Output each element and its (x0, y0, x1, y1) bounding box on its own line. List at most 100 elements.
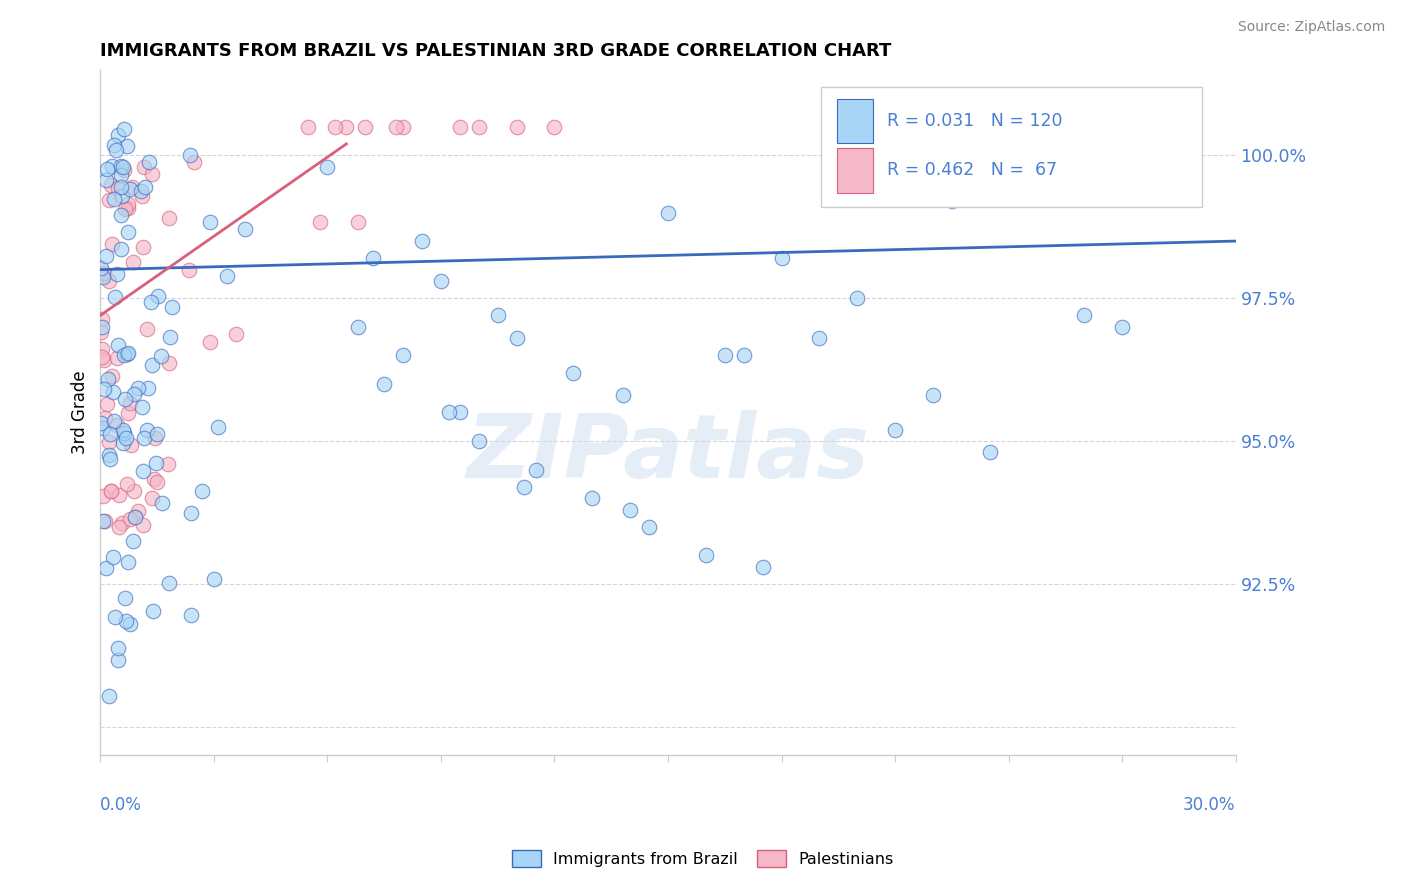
Point (100, 426, 122, 441)
Point (354, 120, 377, 134)
Point (107, 653, 129, 667)
Point (179, 148, 201, 162)
Point (160, 300, 183, 314)
Point (136, 322, 159, 336)
Point (146, 475, 169, 490)
Point (117, 406, 139, 420)
Point (132, 432, 155, 446)
Point (112, 425, 135, 440)
Point (111, 516, 134, 530)
Point (190, 483, 212, 498)
Point (543, 120, 565, 134)
Point (117, 197, 139, 211)
Point (1111, 319, 1133, 334)
Point (114, 591, 136, 605)
Point (141, 491, 163, 505)
Point (91, 421, 114, 435)
Point (114, 202, 136, 216)
Point (103, 138, 125, 153)
Point (104, 610, 127, 624)
Point (505, 120, 527, 134)
Point (619, 502, 641, 516)
Point (90, 311, 112, 326)
Point (103, 414, 125, 428)
Point (100, 369, 122, 384)
Point (127, 381, 149, 395)
Point (108, 488, 131, 502)
Point (91, 489, 114, 503)
Point (217, 269, 239, 284)
Point (121, 179, 143, 194)
Point (141, 295, 163, 310)
Point (141, 358, 163, 372)
Point (111, 160, 134, 174)
Point (94, 173, 117, 187)
Point (91, 351, 114, 365)
Point (124, 509, 146, 524)
Point (93, 266, 115, 280)
Point (117, 225, 139, 239)
FancyBboxPatch shape (837, 148, 873, 193)
Point (91, 320, 114, 334)
Point (98, 452, 121, 467)
Point (941, 194, 963, 208)
Point (468, 120, 491, 134)
Point (98, 690, 121, 704)
Point (131, 188, 153, 202)
Point (115, 476, 138, 491)
Point (108, 520, 131, 534)
FancyBboxPatch shape (821, 87, 1202, 207)
Point (103, 385, 125, 400)
Point (110, 180, 132, 194)
Point (657, 205, 679, 219)
Point (112, 436, 135, 450)
Point (91, 342, 114, 356)
Point (107, 640, 129, 655)
Point (98, 448, 121, 462)
Point (486, 309, 509, 323)
Point (468, 434, 491, 448)
Point (120, 512, 142, 526)
Point (308, 215, 330, 229)
Point (207, 420, 229, 434)
Point (884, 423, 907, 437)
Point (103, 192, 125, 206)
Point (93, 352, 115, 367)
Point (505, 331, 527, 345)
Point (111, 189, 134, 203)
Point (121, 255, 143, 269)
Point (121, 534, 143, 549)
Point (1149, 148, 1171, 162)
Point (449, 405, 471, 419)
Point (114, 431, 136, 445)
Point (112, 348, 135, 362)
Point (612, 388, 634, 402)
Point (94, 248, 117, 262)
Point (131, 400, 153, 414)
Point (146, 289, 169, 303)
Point (97, 372, 120, 386)
Point (110, 243, 132, 257)
Point (105, 267, 128, 281)
Point (120, 438, 142, 452)
Point (157, 211, 180, 226)
Point (94, 561, 117, 575)
Point (107, 181, 129, 195)
Point (384, 120, 406, 134)
Point (138, 155, 160, 169)
Point (142, 604, 165, 618)
Point (105, 417, 128, 432)
Point (361, 251, 384, 265)
Point (93, 382, 115, 396)
Text: ZIPatlas: ZIPatlas (467, 410, 869, 497)
Point (115, 347, 138, 361)
Point (132, 517, 155, 532)
Point (94, 410, 117, 425)
Point (183, 155, 205, 169)
Text: Source: ZipAtlas.com: Source: ZipAtlas.com (1237, 20, 1385, 34)
Point (101, 549, 124, 564)
Point (346, 319, 368, 334)
Point (132, 464, 155, 478)
Point (1035, 177, 1057, 191)
Point (808, 331, 831, 345)
